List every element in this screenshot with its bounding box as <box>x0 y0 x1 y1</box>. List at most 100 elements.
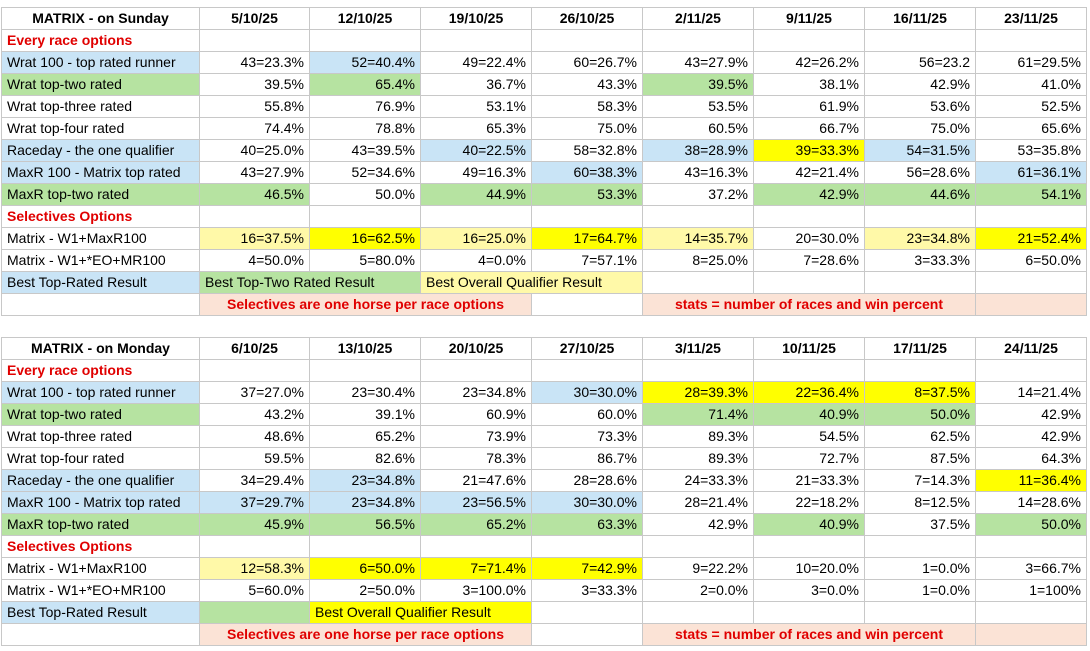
date-header: 5/10/25 <box>200 8 310 30</box>
value-cell: 43.3% <box>532 74 643 96</box>
row-label: Wrat top-four rated <box>2 448 200 470</box>
value-cell: 46.5% <box>200 184 310 206</box>
value-cell: 42.9% <box>976 404 1087 426</box>
value-cell: 7=57.1% <box>532 250 643 272</box>
empty-cell <box>310 30 421 52</box>
value-cell: 66.7% <box>754 118 865 140</box>
empty-cell <box>643 30 754 52</box>
value-cell: 23=30.4% <box>310 382 421 404</box>
value-cell: 28=21.4% <box>643 492 754 514</box>
value-cell: 56=23.2 <box>865 52 976 74</box>
value-cell: 65.2% <box>310 426 421 448</box>
empty-cell <box>200 536 310 558</box>
value-cell: 5=80.0% <box>310 250 421 272</box>
date-header: 13/10/25 <box>310 338 421 360</box>
date-header: 17/11/25 <box>865 338 976 360</box>
value-cell: 17=64.7% <box>532 228 643 250</box>
value-cell: 86.7% <box>532 448 643 470</box>
empty-cell <box>754 602 865 624</box>
note: Selectives are one horse per race option… <box>200 624 532 646</box>
value-cell: 43=27.9% <box>200 162 310 184</box>
empty-cell <box>643 602 754 624</box>
value-cell: 30=30.0% <box>532 492 643 514</box>
value-cell: 20=30.0% <box>754 228 865 250</box>
value-cell: 37=27.0% <box>200 382 310 404</box>
value-cell: 73.3% <box>532 426 643 448</box>
section-heading: Selectives Options <box>2 536 200 558</box>
value-cell: 82.6% <box>310 448 421 470</box>
value-cell: 43=27.9% <box>643 52 754 74</box>
value-cell: 7=28.6% <box>754 250 865 272</box>
value-cell: 50.0% <box>976 514 1087 536</box>
date-header: 20/10/25 <box>421 338 532 360</box>
row-label: Wrat top-four rated <box>2 118 200 140</box>
value-cell: 48.6% <box>200 426 310 448</box>
empty-cell <box>2 294 200 316</box>
value-cell: 61=29.5% <box>976 52 1087 74</box>
value-cell: 8=37.5% <box>865 382 976 404</box>
value-cell: 34=29.4% <box>200 470 310 492</box>
empty-cell <box>643 206 754 228</box>
value-cell: 10=20.0% <box>754 558 865 580</box>
value-cell: 87.5% <box>865 448 976 470</box>
empty-cell <box>865 206 976 228</box>
empty-cell <box>976 294 1087 316</box>
empty-cell <box>421 206 532 228</box>
value-cell: 59.5% <box>200 448 310 470</box>
row-label: MaxR 100 - Matrix top rated <box>2 492 200 514</box>
value-cell: 75.0% <box>532 118 643 140</box>
row-label: Matrix - W1+*EO+MR100 <box>2 250 200 272</box>
value-cell: 39.5% <box>200 74 310 96</box>
value-cell: 42=21.4% <box>754 162 865 184</box>
section-heading: Selectives Options <box>2 206 200 228</box>
value-cell: 53.6% <box>865 96 976 118</box>
value-cell: 2=0.0% <box>643 580 754 602</box>
empty-cell <box>532 294 643 316</box>
value-cell: 64.3% <box>976 448 1087 470</box>
empty-cell <box>532 536 643 558</box>
empty-cell <box>865 360 976 382</box>
value-cell: 65.2% <box>421 514 532 536</box>
legend-item: Best Overall Qualifier Result <box>421 272 643 294</box>
empty-cell <box>532 360 643 382</box>
value-cell: 6=50.0% <box>310 558 421 580</box>
row-label: Raceday - the one qualifier <box>2 470 200 492</box>
empty-cell <box>421 360 532 382</box>
legend-item: Best Top-Rated Result <box>2 602 200 624</box>
empty-cell <box>754 30 865 52</box>
value-cell: 63.3% <box>532 514 643 536</box>
empty-cell <box>200 360 310 382</box>
value-cell: 50.0% <box>865 404 976 426</box>
value-cell: 71.4% <box>643 404 754 426</box>
table-frame <box>1 337 2 646</box>
value-cell: 6=50.0% <box>976 250 1087 272</box>
empty-cell <box>532 624 643 646</box>
empty-cell <box>976 272 1087 294</box>
value-cell: 37=29.7% <box>200 492 310 514</box>
value-cell: 1=100% <box>976 580 1087 602</box>
empty-cell <box>421 30 532 52</box>
empty-cell <box>976 536 1087 558</box>
value-cell: 37.2% <box>643 184 754 206</box>
empty-cell <box>865 602 976 624</box>
row-label: Wrat top-three rated <box>2 96 200 118</box>
value-cell: 14=35.7% <box>643 228 754 250</box>
value-cell: 39.5% <box>643 74 754 96</box>
empty-cell <box>865 30 976 52</box>
empty-cell <box>976 206 1087 228</box>
value-cell: 44.6% <box>865 184 976 206</box>
note: stats = number of races and win percent <box>643 624 976 646</box>
value-cell: 65.4% <box>310 74 421 96</box>
value-cell: 56.5% <box>310 514 421 536</box>
value-cell: 16=25.0% <box>421 228 532 250</box>
value-cell: 41.0% <box>976 74 1087 96</box>
value-cell: 4=0.0% <box>421 250 532 272</box>
value-cell: 38.1% <box>754 74 865 96</box>
row-label: MaxR 100 - Matrix top rated <box>2 162 200 184</box>
value-cell: 89.3% <box>643 426 754 448</box>
empty-cell <box>200 30 310 52</box>
value-cell: 4=50.0% <box>200 250 310 272</box>
value-cell: 22=18.2% <box>754 492 865 514</box>
value-cell: 60.9% <box>421 404 532 426</box>
